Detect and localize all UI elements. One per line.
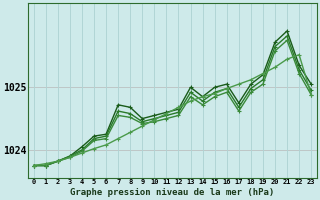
X-axis label: Graphe pression niveau de la mer (hPa): Graphe pression niveau de la mer (hPa) xyxy=(70,188,275,197)
